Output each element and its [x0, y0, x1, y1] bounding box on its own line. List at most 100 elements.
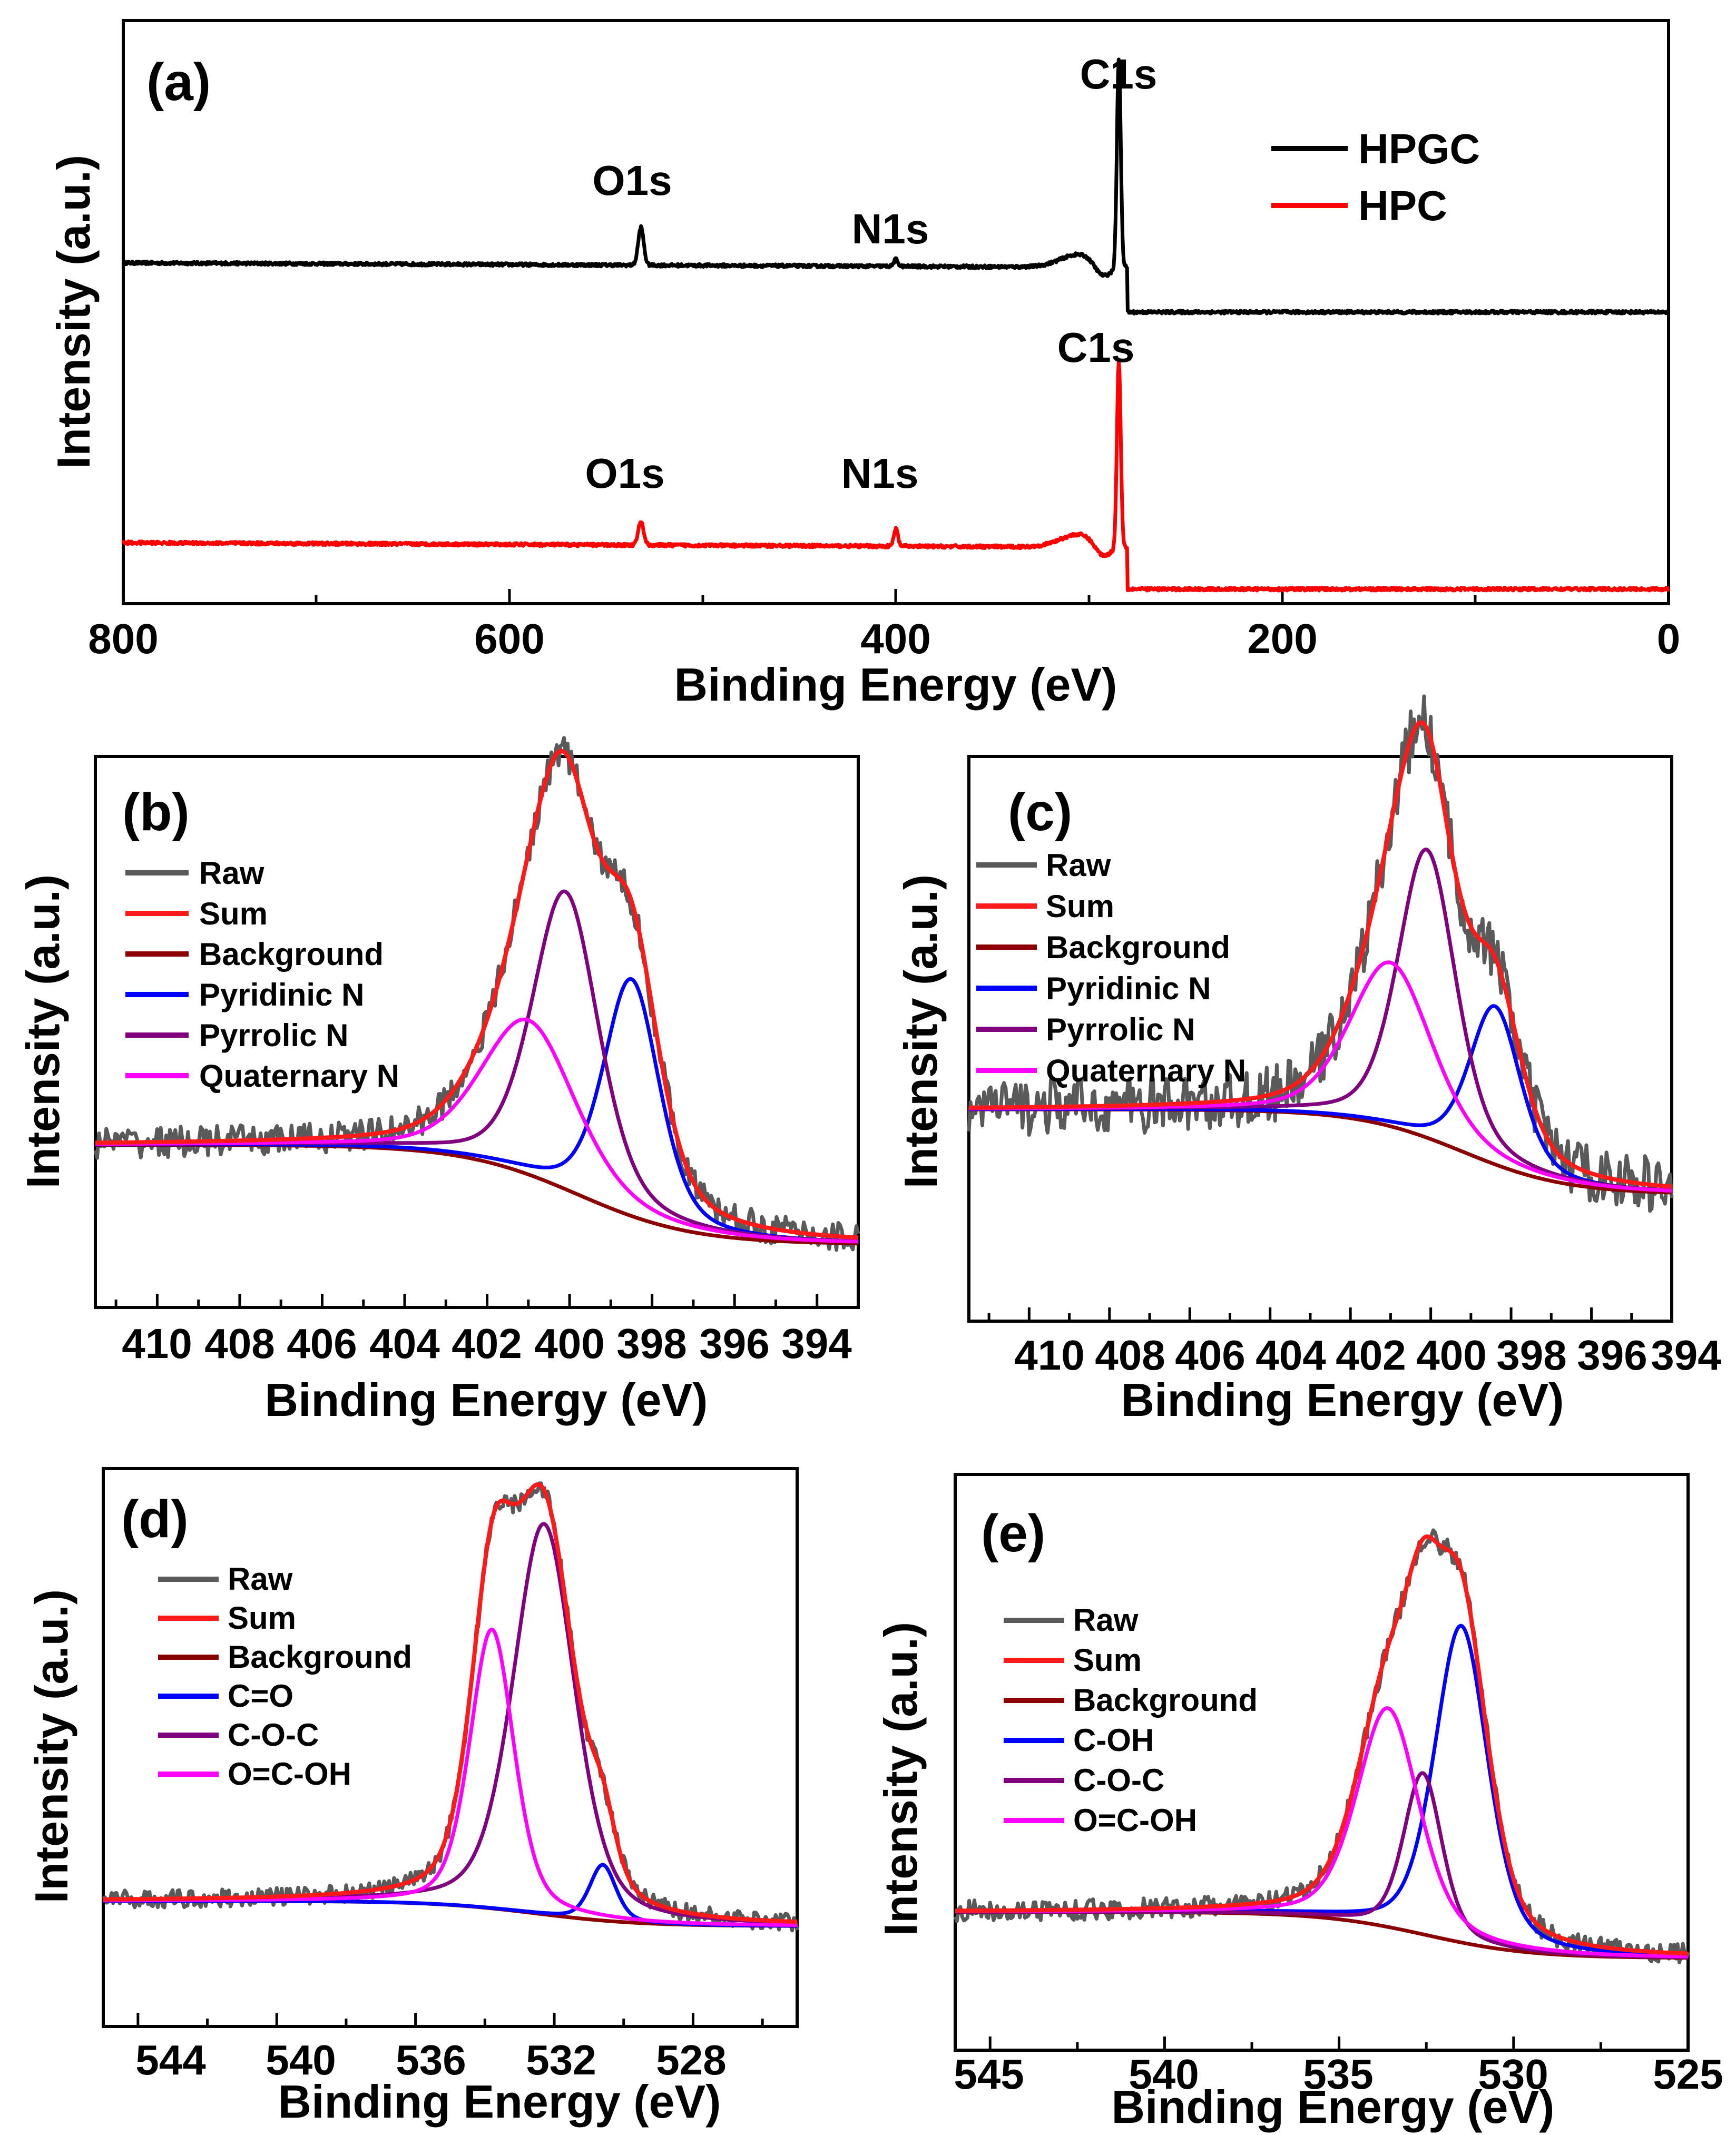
- panel-e-ticks: [988, 2036, 1602, 2050]
- panel-c-legend-label-quaternary: Quaternary N: [1046, 1053, 1246, 1088]
- panel-b-x-axis-title: Binding Energy (eV): [265, 1374, 708, 1426]
- panel-c-y-axis-title: Intensity (a.u.): [895, 874, 947, 1189]
- panel-c-frame: [967, 755, 1673, 1323]
- panel-a-y-axis-title: Intensity (a.u.): [47, 155, 100, 469]
- panel-a-peak-labels: C1s O1s N1s C1s O1s N1s: [585, 51, 1157, 497]
- panel-a-tick-labels: 800 600 400 200 0: [88, 615, 1680, 662]
- panel-e-legend-label-background: Background: [1073, 1683, 1258, 1718]
- panel-a-tick-label: 800: [88, 615, 158, 662]
- panel-d-label: (d): [121, 1490, 189, 1549]
- panel-a-hpgc-c1s-label: C1s: [1080, 51, 1158, 97]
- panel-e-y-axis-title: Intensity (a.u.): [875, 1622, 927, 1936]
- panel-c-tick-label: 398: [1496, 1332, 1566, 1379]
- panel-c-legend-label-sum: Sum: [1046, 889, 1114, 924]
- panel-c-n1s-spectrum: (c) Intensity (a.u.) Binding Energy (eV)…: [895, 694, 1721, 1426]
- panel-d-tick-label: 532: [526, 2036, 596, 2083]
- panel-c-tick-label: 394: [1651, 1332, 1721, 1379]
- panel-c-legend-label-background: Background: [1046, 930, 1230, 965]
- panel-a-hpc-c1s-label: C1s: [1057, 324, 1135, 371]
- panel-c-tick-label: 406: [1175, 1332, 1245, 1379]
- panel-a-legend-label-hpc: HPC: [1358, 182, 1447, 229]
- panel-b-legend-label-background: Background: [199, 937, 384, 972]
- panel-d-tick-label: 540: [266, 2036, 336, 2083]
- panel-b-legend-label-pyridinic: Pyridinic N: [199, 977, 364, 1012]
- panel-a-hpgc-n1s-label: N1s: [852, 205, 929, 252]
- panel-d-legend-label-c-o-c: C-O-C: [228, 1717, 319, 1753]
- panel-e-legend: Raw Sum Background C-OH C-O-C O=C-OH: [1004, 1602, 1258, 1838]
- panel-d-sum-line: [103, 1482, 798, 1924]
- panel-e-legend-label-raw: Raw: [1073, 1602, 1139, 1638]
- panel-d-legend-label-sum: Sum: [228, 1600, 296, 1636]
- panel-c-tick-label: 410: [1014, 1332, 1084, 1379]
- panel-b-label: (b): [122, 783, 190, 842]
- panel-d-ticks: [136, 2013, 764, 2026]
- panel-e-legend-label-sum: Sum: [1073, 1642, 1142, 1678]
- panel-d-legend-label-c-double-o: C=O: [228, 1678, 293, 1714]
- panel-c-legend-label-pyridinic: Pyridinic N: [1046, 971, 1211, 1006]
- panel-e-tick-label: 525: [1653, 2051, 1723, 2098]
- panel-a-tick-label: 400: [860, 615, 930, 662]
- panel-a-hpc-o1s-label: O1s: [585, 450, 664, 497]
- panel-e-legend-label-c-oh: C-OH: [1073, 1723, 1154, 1758]
- panel-b-n1s-spectrum: (b) Intensity (a.u.) Binding Energy (eV)…: [17, 736, 860, 1426]
- panel-b-tick-label: 402: [452, 1320, 522, 1367]
- panel-e-sum-line: [955, 1534, 1689, 1956]
- panel-d-frame: [102, 1467, 799, 2028]
- panel-b-legend-label-pyrrolic: Pyrrolic N: [199, 1018, 348, 1053]
- panel-d-y-axis-title: Intensity (a.u.): [25, 1589, 77, 1904]
- panel-a-hpgc-spectrum-line: [121, 57, 1670, 316]
- panel-e-frame: [954, 1473, 1690, 2052]
- panel-b-tick-label: 394: [781, 1320, 852, 1367]
- panel-d-tick-label: 528: [656, 2036, 726, 2083]
- panel-d-tick-labels: 544 540 536 532 528: [135, 2036, 726, 2083]
- panel-b-ticks: [114, 1294, 819, 1307]
- panel-d-legend-label-background: Background: [228, 1639, 412, 1675]
- panel-d-tick-label: 536: [396, 2036, 466, 2083]
- panel-e-tick-label: 535: [1303, 2051, 1373, 2098]
- panel-a-survey-spectrum: (a) Intensity (a.u.) Binding Energy (eV)…: [47, 19, 1680, 711]
- panel-c-tick-label: 404: [1256, 1332, 1326, 1379]
- panel-e-raw-line: [953, 1528, 1690, 1964]
- panel-c-tick-labels: 410 408 406 404 402 400 398 396 394: [1014, 1332, 1721, 1379]
- panel-a-label: (a): [146, 53, 211, 112]
- panel-c-tick-label: 400: [1416, 1332, 1486, 1379]
- panel-a-tick-label: 200: [1247, 615, 1317, 662]
- panel-d-legend-label-raw: Raw: [228, 1561, 293, 1597]
- panel-b-y-axis-title: Intensity (a.u.): [17, 874, 69, 1189]
- panel-b-tick-label: 408: [204, 1320, 274, 1367]
- panel-c-tick-label: 408: [1095, 1332, 1165, 1379]
- panel-c-label: (c): [1008, 783, 1072, 842]
- panel-c-x-axis-title: Binding Energy (eV): [1121, 1374, 1564, 1426]
- panel-a-hpc-n1s-label: N1s: [841, 450, 919, 497]
- panel-a-tick-label: 600: [474, 615, 544, 662]
- panel-a-hpgc-o1s-label: O1s: [592, 157, 672, 204]
- panel-c-legend: Raw Sum Background Pyridinic N Pyrrolic …: [976, 848, 1246, 1088]
- panel-a-x-axis-title: Binding Energy (eV): [674, 658, 1117, 711]
- panel-c-tick-label: 396: [1577, 1332, 1647, 1379]
- panel-c-tick-label: 402: [1336, 1332, 1406, 1379]
- panel-d-legend-label-o-c-oh: O=C-OH: [228, 1756, 351, 1792]
- panel-e-legend-label-c-o-c: C-O-C: [1073, 1763, 1164, 1798]
- panel-a-hpc-spectrum-line: [121, 360, 1671, 593]
- panel-c-sum-line: [969, 720, 1672, 1189]
- panel-e-tick-label: 530: [1478, 2051, 1548, 2098]
- panel-b-tick-labels: 410 408 406 404 402 400 398 396 394: [122, 1320, 852, 1367]
- panel-b-legend-label-quaternary: Quaternary N: [199, 1058, 399, 1094]
- panel-e-tick-labels: 545 540 535 530 525: [954, 2051, 1723, 2098]
- panel-a-tick-label: 0: [1657, 615, 1681, 662]
- panel-d-legend: Raw Sum Background C=O C-O-C O=C-OH: [158, 1561, 412, 1792]
- panel-e-label: (e): [981, 1504, 1045, 1563]
- panel-e-x-axis-title: Binding Energy (eV): [1112, 2081, 1555, 2133]
- panel-b-tick-label: 410: [122, 1320, 192, 1367]
- panel-b-legend: Raw Sum Background Pyridinic N Pyrrolic …: [125, 855, 399, 1094]
- panel-e-tick-label: 545: [954, 2051, 1024, 2098]
- panel-d-o1s-spectrum: (d) Intensity (a.u.) Binding Energy (eV)…: [25, 1467, 799, 2128]
- panel-c-legend-label-pyrrolic: Pyrrolic N: [1046, 1012, 1195, 1047]
- panel-e-c-o-c-line: [955, 1771, 1688, 1960]
- panel-b-quaternary-n-line: [95, 1017, 858, 1244]
- panel-d-c-o-c-line: [103, 1522, 798, 1925]
- panel-b-tick-label: 404: [369, 1320, 440, 1367]
- panel-a-legend-label-hpgc: HPGC: [1358, 125, 1480, 172]
- panel-d-x-axis-title: Binding Energy (eV): [278, 2075, 721, 2128]
